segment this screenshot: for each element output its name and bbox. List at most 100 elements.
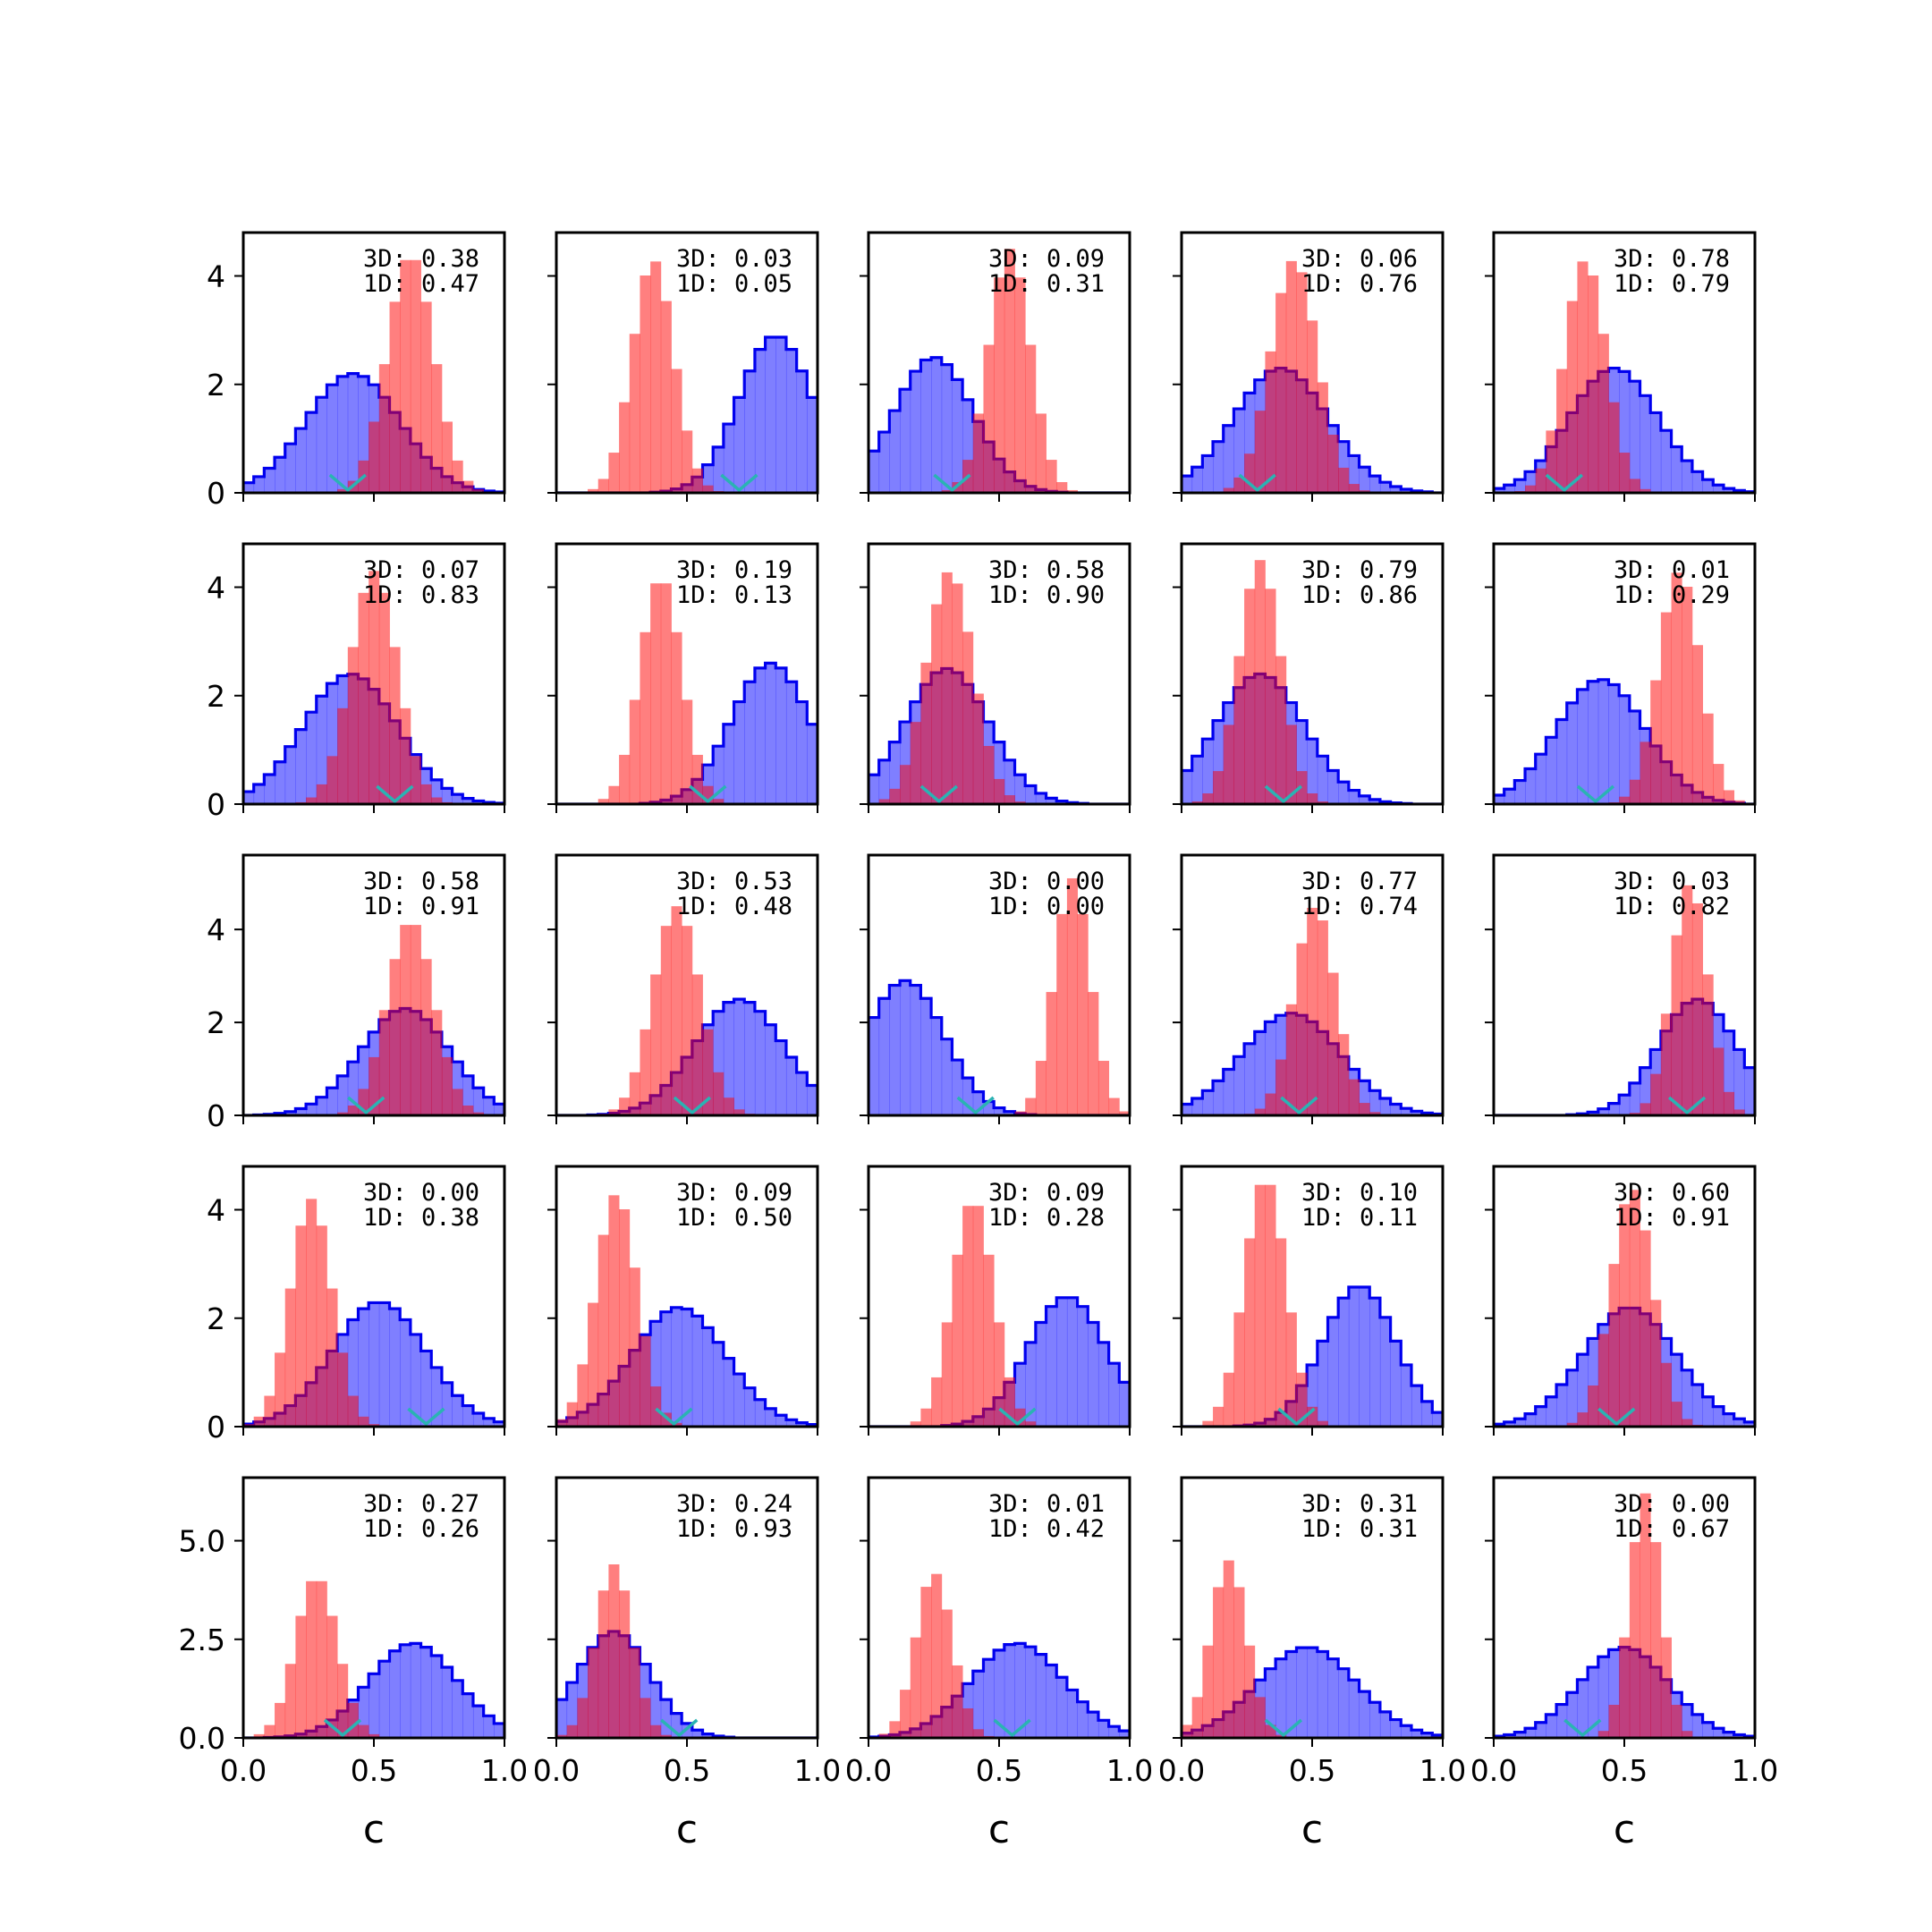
red-bar — [619, 754, 631, 804]
blue-bar — [1494, 488, 1505, 493]
blue-bar — [1182, 476, 1193, 493]
blue-bar — [1066, 1297, 1078, 1427]
red-bar — [619, 402, 631, 493]
red-bar — [1535, 468, 1546, 493]
blue-bar — [796, 701, 808, 804]
plot-area — [243, 259, 504, 493]
annotation-3d: 3D: 0.06 — [1301, 245, 1418, 273]
blue-bar — [1307, 739, 1318, 804]
red-bar — [358, 592, 369, 804]
annotation-1d: 1D: 0.74 — [1301, 893, 1418, 920]
blue-bar — [1275, 1658, 1287, 1738]
red-bar — [1285, 1004, 1297, 1115]
red-bar — [1640, 1230, 1651, 1427]
marker-icon — [1667, 1096, 1707, 1115]
red-bar — [1597, 334, 1609, 493]
red-bar — [337, 708, 349, 804]
red-bar — [1671, 572, 1682, 804]
plot-area — [556, 1564, 818, 1738]
blue-bar — [1702, 479, 1714, 493]
blue-bar — [1097, 1342, 1110, 1427]
red-bar — [682, 699, 693, 804]
y-tick-label: 0 — [207, 1410, 225, 1445]
blue-bar — [1691, 471, 1703, 493]
blue-bar — [754, 349, 766, 493]
x-tick-label: 0.0 — [1158, 1753, 1205, 1788]
blue-bar — [1504, 1421, 1515, 1427]
blue-bar — [723, 724, 734, 804]
blue-step-outline — [869, 979, 1130, 1115]
red-bar — [400, 925, 411, 1115]
blue-bar — [1619, 695, 1631, 804]
blue-bar — [253, 784, 265, 804]
red-bar — [1275, 292, 1287, 493]
blue-bar — [1744, 1421, 1755, 1427]
y-tick-label: 4 — [207, 571, 225, 606]
red-bar — [1338, 467, 1350, 493]
blue-bar — [556, 1699, 568, 1738]
blue-bar — [1369, 1090, 1381, 1115]
annotation-1d: 1D: 0.50 — [676, 1204, 792, 1232]
blue-bar — [472, 1706, 485, 1738]
blue-bar — [910, 371, 921, 493]
red-bar — [1213, 771, 1224, 804]
blue-bar — [796, 1422, 808, 1427]
red-bar — [640, 1698, 651, 1738]
blue-bar — [316, 1097, 327, 1115]
blue-bar — [713, 446, 724, 493]
blue-bar — [910, 985, 921, 1115]
y-tick-label: 4 — [207, 259, 225, 294]
annotation-3d: 3D: 0.00 — [363, 1179, 479, 1207]
marker-icon — [720, 473, 758, 493]
blue-bar — [691, 1730, 703, 1738]
x-axis-label: c — [676, 1807, 698, 1852]
red-bar — [972, 693, 984, 804]
blue-bar — [775, 336, 787, 493]
blue-bar — [744, 1387, 756, 1427]
blue-bar — [1348, 455, 1360, 493]
blue-bar — [1723, 1732, 1735, 1738]
red-bar — [1359, 1103, 1370, 1115]
blue-bar — [462, 798, 474, 804]
red-bar — [1213, 1587, 1224, 1738]
red-bar — [1035, 413, 1046, 493]
red-bar — [1682, 885, 1693, 1115]
red-bar — [420, 784, 432, 804]
annotation-3d: 3D: 0.00 — [988, 868, 1105, 895]
red-bar — [640, 1335, 651, 1427]
blue-bar — [775, 667, 787, 804]
blue-bar — [275, 761, 286, 804]
red-bar — [389, 647, 401, 804]
red-bar — [264, 1395, 275, 1427]
blue-bar — [1004, 1644, 1015, 1738]
blue-bar — [744, 682, 756, 804]
red-bar — [962, 1206, 974, 1427]
red-bar — [910, 1637, 921, 1738]
blue-bar — [1733, 1049, 1745, 1115]
blue-bar — [472, 801, 485, 804]
red-bar — [1619, 453, 1631, 493]
blue-bar — [1223, 1069, 1234, 1115]
blue-bar — [494, 1723, 504, 1738]
blue-bar — [691, 1316, 703, 1427]
red-bar — [1233, 1587, 1245, 1738]
blue-step-outline — [556, 1630, 818, 1738]
red-bar — [1577, 1412, 1589, 1427]
red-bar — [1650, 680, 1662, 804]
red-bar — [1223, 1372, 1234, 1427]
plot-area — [869, 1206, 1130, 1427]
red-bar — [1307, 907, 1318, 1115]
plot-area — [243, 1580, 504, 1738]
blue-bar — [326, 1088, 338, 1115]
blue-bar — [900, 389, 911, 493]
blue-bar — [483, 1097, 495, 1115]
red-bar — [1275, 1238, 1287, 1427]
blue-bar — [754, 667, 766, 804]
red-bar — [910, 1421, 921, 1427]
marker-icon — [1563, 1718, 1602, 1738]
blue-bar — [1233, 1056, 1245, 1115]
red-bar — [1525, 485, 1537, 493]
blue-bar — [441, 1667, 453, 1738]
